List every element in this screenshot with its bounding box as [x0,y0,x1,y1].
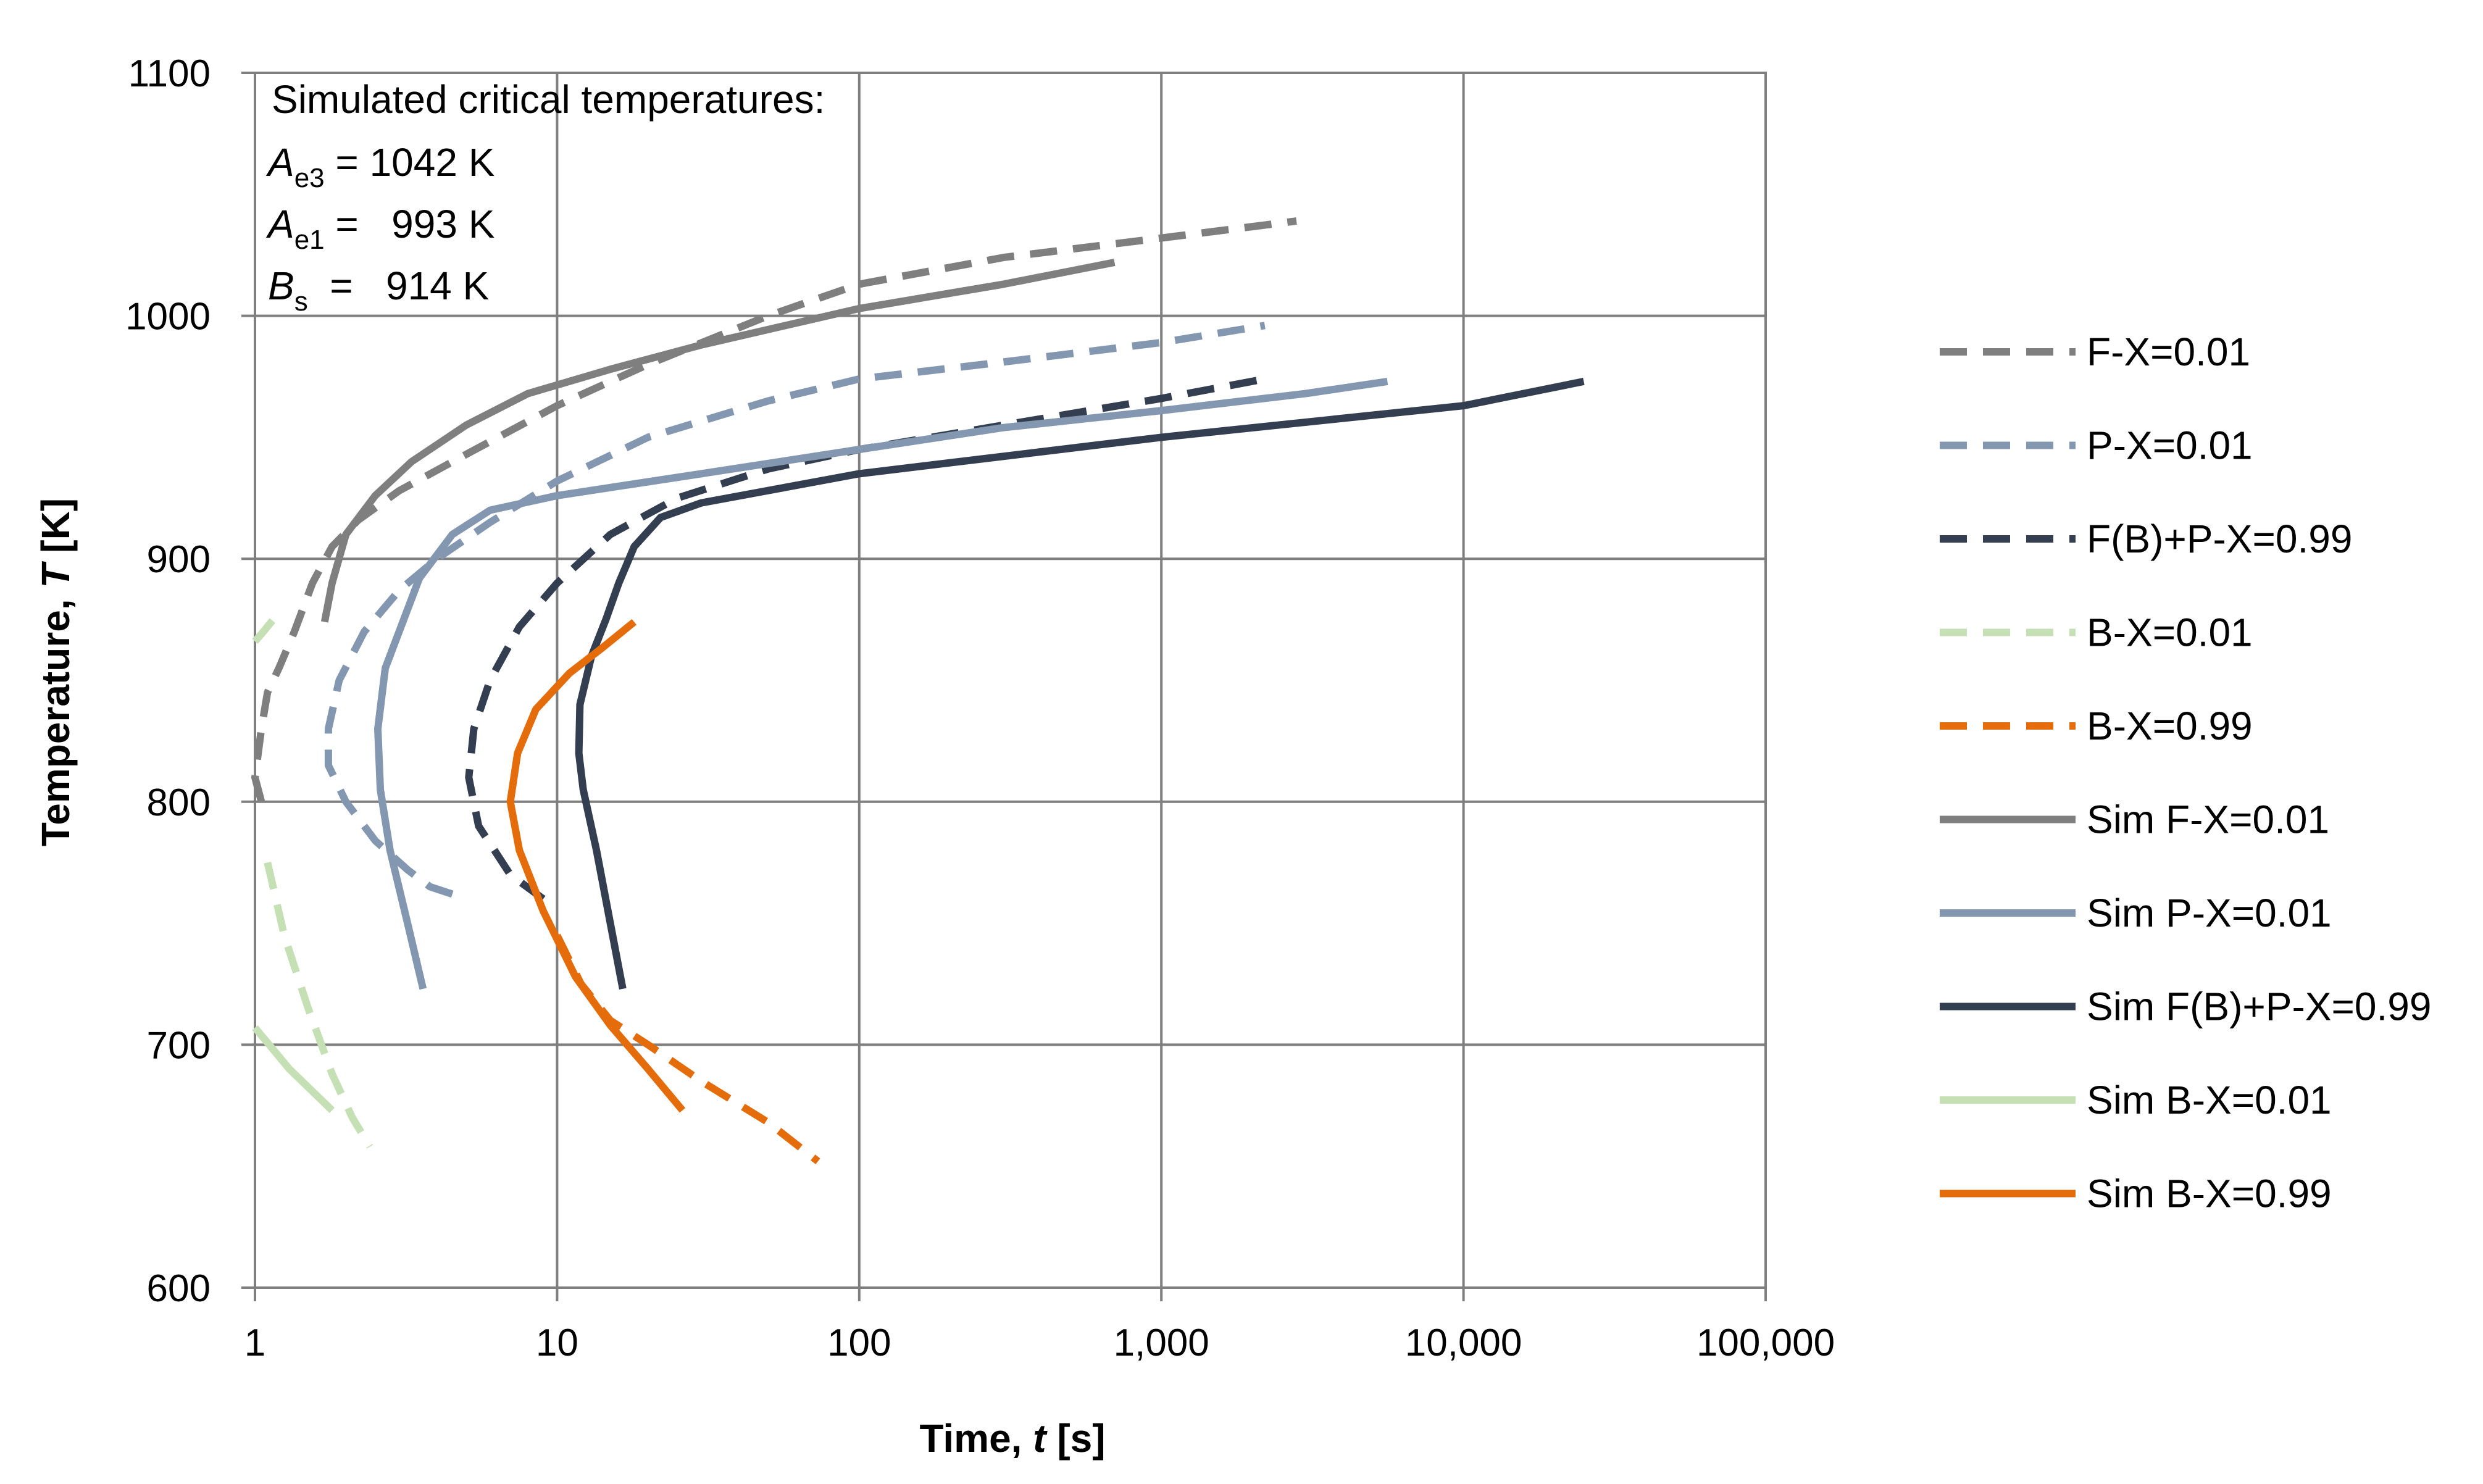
y-tick-label: 800 [147,782,211,824]
grid [254,72,1767,1289]
annotation-ae1: Ae1 = 993 K [265,202,495,255]
y-tick-label: 600 [147,1267,211,1310]
legend-label: F(B)+P-X=0.99 [2087,517,2352,561]
annotation-title: Simulated critical temperatures: [272,77,825,122]
legend-label: B-X=0.99 [2087,704,2253,748]
x-tick-label: 10,000 [1405,1322,1522,1364]
y-tick-label: 900 [147,538,211,581]
series-line-f-x-0-01-0 [251,217,1297,803]
legend-label: Sim P-X=0.01 [2087,891,2332,935]
x-axis-title: Time, t [s] [919,1416,1105,1461]
axes: 600 700 800 900 1000 1100 1 10 100 1,000 10,000 100… [125,52,1835,1364]
legend-label: F-X=0.01 [2087,330,2250,374]
y-tick-label: 700 [147,1024,211,1067]
legend-label: Sim B-X=0.01 [2087,1078,2332,1122]
y-tick-label: 1000 [125,296,211,338]
series-line-b-x-0-01-4 [264,861,373,1149]
legend-label: Sim B-X=0.99 [2087,1172,2332,1216]
x-tick-label: 1 [244,1322,265,1364]
legend-label: Sim F(B)+P-X=0.99 [2087,985,2431,1029]
legend: F-X=0.01 P-X=0.01 F(B)+P-X=0.99 B-X=0.01 B-X… [1940,330,2431,1216]
series-line-sim-f-x-0-01-6 [320,259,1116,623]
series-line-sim-f-b-p-x-0-99-8 [575,378,1585,990]
x-tick-label: 100,000 [1696,1322,1835,1364]
series-line-sim-p-x-0-01-7 [374,377,1388,990]
y-axis-title: Temperature, T [K] [33,498,78,846]
series-line-sim-b-x-0-01-9 [252,1025,335,1114]
series-group [251,217,1585,1165]
x-tick-label: 10 [536,1322,578,1364]
series-line-sim-b-x-0-99-10 [506,619,686,1113]
annotation-bs: Bs = 914 K [268,264,489,317]
legend-label: P-X=0.01 [2087,423,2253,468]
series-line-b-x-0-01-3 [252,617,277,644]
legend-label: B-X=0.01 [2087,611,2253,655]
series-line-p-x-0-01-1 [324,322,1266,898]
x-tick-label: 100 [827,1322,891,1364]
annotation-ae3: Ae3 = 1042 K [265,140,495,193]
critical-temperatures-annotation: Simulated critical temperatures: Ae3 = 1… [265,77,825,317]
y-tick-label: 1100 [128,52,211,95]
legend-label: Sim F-X=0.01 [2087,798,2329,842]
x-tick-label: 1,000 [1114,1322,1209,1364]
